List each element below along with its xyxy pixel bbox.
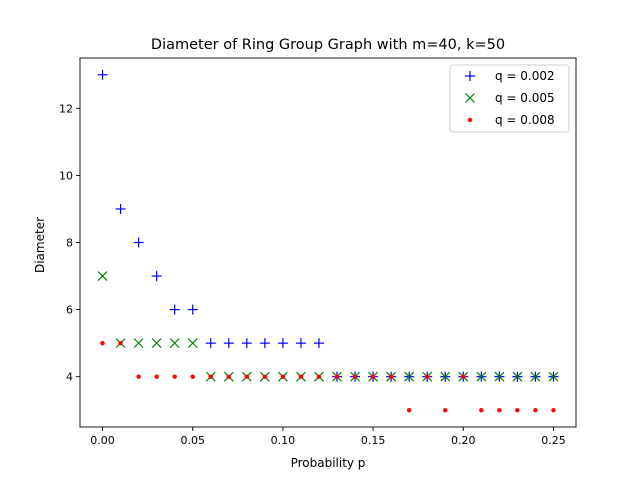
data-point xyxy=(406,408,412,413)
data-point xyxy=(97,271,108,281)
data-point xyxy=(208,374,213,379)
data-point xyxy=(352,374,358,379)
chart-title: Diameter of Ring Group Graph with m=40, … xyxy=(151,37,505,53)
x-tick-label: 0.15 xyxy=(361,434,386,447)
data-point xyxy=(223,338,234,349)
data-point xyxy=(295,338,306,349)
data-point xyxy=(241,338,252,349)
data-point xyxy=(334,374,340,379)
data-point xyxy=(151,271,162,282)
data-point xyxy=(100,340,105,346)
y-tick-label: 6 xyxy=(66,304,73,317)
data-point xyxy=(515,408,520,413)
x-marker-b xyxy=(404,371,415,382)
data-point xyxy=(388,374,394,379)
data-point xyxy=(461,374,466,379)
data-point xyxy=(476,371,487,382)
x-tick-label: 0.20 xyxy=(451,434,476,447)
data-point xyxy=(133,237,144,248)
data-point xyxy=(512,371,523,382)
data-point xyxy=(494,371,505,382)
legend-label: q = 0.005 xyxy=(495,91,555,105)
data-point xyxy=(262,374,268,379)
x-tick-label: 0.05 xyxy=(180,434,205,447)
data-point xyxy=(280,374,286,379)
data-point xyxy=(440,371,451,382)
x-tick-label: 0.25 xyxy=(541,434,566,447)
data-point xyxy=(277,338,288,349)
legend-marker xyxy=(465,71,475,81)
x-marker-b xyxy=(97,271,108,281)
data-point xyxy=(298,374,304,379)
x-tick-label: 0.10 xyxy=(271,434,296,447)
data-point xyxy=(115,203,126,214)
x-marker-b xyxy=(169,338,180,349)
data-point xyxy=(169,338,180,349)
x-marker-b xyxy=(512,371,523,382)
x-axis-label: Probability p xyxy=(291,456,366,470)
data-point xyxy=(548,371,559,382)
data-point xyxy=(190,374,195,379)
y-tick-label: 12 xyxy=(59,102,73,115)
y-axis-label: Diameter xyxy=(33,217,47,273)
legend: q = 0.002 q = 0.005 q = 0.008 xyxy=(449,64,570,133)
data-point xyxy=(244,374,250,379)
data-point xyxy=(136,374,141,379)
data-point xyxy=(316,374,322,379)
data-point xyxy=(118,340,123,346)
legend-label: q = 0.002 xyxy=(495,69,555,83)
data-point xyxy=(226,374,231,379)
data-point xyxy=(313,338,324,349)
data-point xyxy=(172,374,177,379)
data-point xyxy=(97,69,108,80)
data-point xyxy=(533,408,538,413)
data-point xyxy=(187,304,198,315)
series-3 xyxy=(100,340,556,413)
y-tick-label: 8 xyxy=(66,237,73,250)
data-point xyxy=(479,408,484,413)
data-point xyxy=(370,374,376,379)
data-point xyxy=(443,408,448,413)
legend-box xyxy=(449,64,570,133)
y-tick-label: 10 xyxy=(59,169,73,182)
x-marker-b xyxy=(151,338,162,349)
legend-marker xyxy=(465,93,475,103)
y-tick-label: 4 xyxy=(66,371,73,384)
data-point xyxy=(151,338,162,349)
x-marker-b xyxy=(530,371,541,382)
legend-label: q = 0.008 xyxy=(495,113,555,127)
data-point xyxy=(497,408,502,413)
data-point xyxy=(169,304,180,315)
data-point xyxy=(187,338,198,349)
x-marker-b xyxy=(476,371,487,382)
data-point xyxy=(551,408,556,413)
data-point xyxy=(154,374,159,379)
data-point xyxy=(404,371,415,382)
x-tick-label: 0.00 xyxy=(90,434,115,447)
legend-marker xyxy=(467,117,473,123)
x-marker-b xyxy=(548,371,559,382)
x-marker-b xyxy=(465,93,475,103)
data-point xyxy=(205,338,216,349)
x-marker-b xyxy=(494,371,505,382)
x-marker-b xyxy=(187,338,198,349)
data-point xyxy=(259,338,270,349)
plot-area: 0.00 0.05 0.10 0.15 0.20 0.25 4 6 8 10 12 xyxy=(59,57,577,447)
data-point xyxy=(530,371,541,382)
x-marker-b xyxy=(440,371,451,382)
x-marker-b xyxy=(133,338,144,349)
data-point xyxy=(133,338,144,349)
data-point xyxy=(425,374,430,379)
